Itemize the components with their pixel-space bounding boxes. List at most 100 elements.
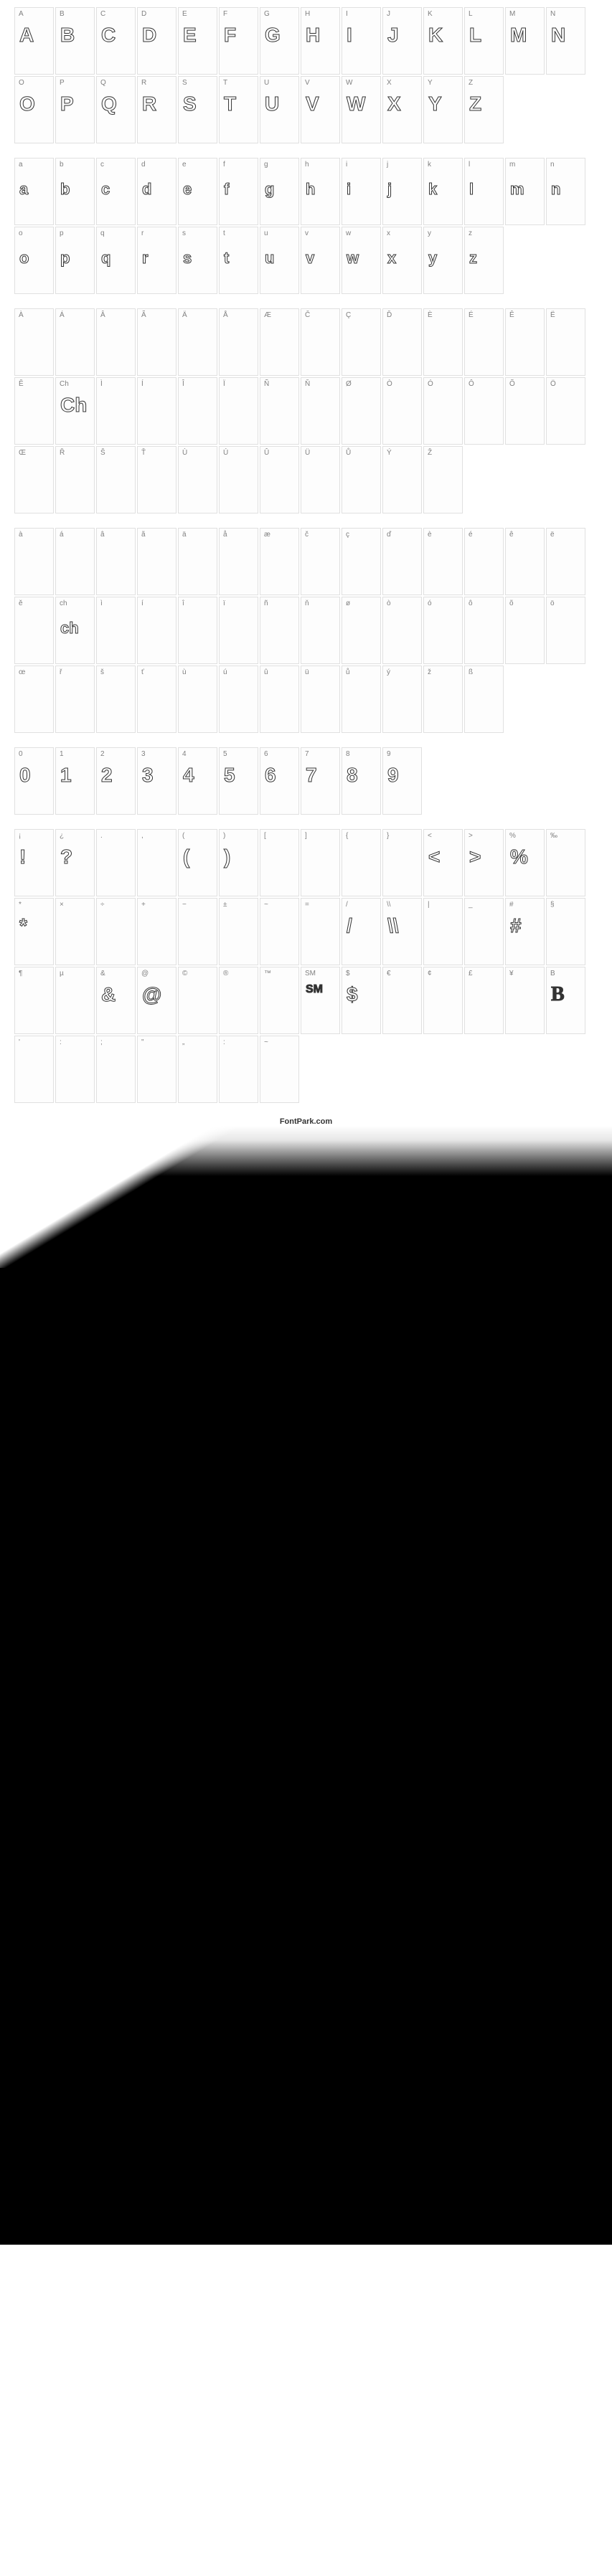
char-cell[interactable]: Â xyxy=(96,308,136,376)
char-cell[interactable]: © xyxy=(178,967,217,1034)
char-cell[interactable]: ù xyxy=(178,666,217,733)
char-cell[interactable]: hh xyxy=(301,158,340,225)
char-cell[interactable]: Ó xyxy=(423,377,463,445)
char-cell[interactable]: ø xyxy=(342,597,381,664)
char-cell[interactable]: " xyxy=(137,1036,176,1103)
char-cell[interactable]: Ť xyxy=(137,446,176,513)
char-cell[interactable]: ** xyxy=(14,898,54,965)
char-cell[interactable]: Ò xyxy=(382,377,422,445)
char-cell[interactable]: ™ xyxy=(260,967,299,1034)
char-cell[interactable]: { xyxy=(342,829,381,896)
char-cell[interactable]: \\\\ xyxy=(382,898,422,965)
char-cell[interactable]: ii xyxy=(342,158,381,225)
char-cell[interactable]: : xyxy=(219,1036,258,1103)
char-cell[interactable]: æ xyxy=(260,528,299,595)
char-cell[interactable]: § xyxy=(546,898,585,965)
char-cell[interactable]: 00 xyxy=(14,747,54,815)
char-cell[interactable]: 55 xyxy=(219,747,258,815)
char-cell[interactable]: − xyxy=(178,898,217,965)
char-cell[interactable]: œ xyxy=(14,666,54,733)
char-cell[interactable]: PP xyxy=(55,76,95,143)
char-cell[interactable]: JJ xyxy=(382,7,422,75)
char-cell[interactable]: ] xyxy=(301,829,340,896)
char-cell[interactable]: ß xyxy=(464,666,504,733)
char-cell[interactable]: = xyxy=(301,898,340,965)
char-cell[interactable]: BB xyxy=(55,7,95,75)
char-cell[interactable]: YY xyxy=(423,76,463,143)
char-cell[interactable]: KK xyxy=(423,7,463,75)
char-cell[interactable]: ~ xyxy=(260,1036,299,1103)
char-cell[interactable]: Œ xyxy=(14,446,54,513)
char-cell[interactable]: ¢ xyxy=(423,967,463,1034)
char-cell[interactable]: ď xyxy=(382,528,422,595)
char-cell[interactable]: yy xyxy=(423,227,463,294)
char-cell[interactable]: 11 xyxy=(55,747,95,815)
char-cell[interactable]: (( xyxy=(178,829,217,896)
char-cell[interactable]: Ô xyxy=(464,377,504,445)
char-cell[interactable]: qq xyxy=(96,227,136,294)
char-cell[interactable]: // xyxy=(342,898,381,965)
char-cell[interactable]: ž xyxy=(423,666,463,733)
char-cell[interactable]: û xyxy=(260,666,299,733)
char-cell[interactable]: ChCh xyxy=(55,377,95,445)
char-cell[interactable]: ## xyxy=(505,898,545,965)
char-cell[interactable]: chch xyxy=(55,597,95,664)
char-cell[interactable]: ü xyxy=(301,666,340,733)
char-cell[interactable]: 99 xyxy=(382,747,422,815)
char-cell[interactable]: Ě xyxy=(14,377,54,445)
char-cell[interactable]: GG xyxy=(260,7,299,75)
char-cell[interactable]: é xyxy=(464,528,504,595)
char-cell[interactable]: Ù xyxy=(178,446,217,513)
char-cell[interactable]: : xyxy=(55,1036,95,1103)
char-cell[interactable]: uu xyxy=(260,227,299,294)
char-cell[interactable]: Ö xyxy=(546,377,585,445)
char-cell[interactable]: À xyxy=(14,308,54,376)
char-cell[interactable]: VV xyxy=(301,76,340,143)
char-cell[interactable]: II xyxy=(342,7,381,75)
char-cell[interactable]: BB xyxy=(546,967,585,1034)
char-cell[interactable]: DD xyxy=(137,7,176,75)
char-cell[interactable]: Ř xyxy=(55,446,95,513)
char-cell[interactable]: ť xyxy=(137,666,176,733)
char-cell[interactable]: CC xyxy=(96,7,136,75)
char-cell[interactable]: Ï xyxy=(219,377,258,445)
char-cell[interactable]: gg xyxy=(260,158,299,225)
char-cell[interactable]: Ü xyxy=(301,446,340,513)
char-cell[interactable]: _ xyxy=(464,898,504,965)
char-cell[interactable]: %% xyxy=(505,829,545,896)
char-cell[interactable]: Ç xyxy=(342,308,381,376)
char-cell[interactable]: É xyxy=(464,308,504,376)
char-cell[interactable]: + xyxy=(137,898,176,965)
char-cell[interactable]: QQ xyxy=(96,76,136,143)
char-cell[interactable]: NN xyxy=(546,7,585,75)
char-cell[interactable]: ý xyxy=(382,666,422,733)
char-cell[interactable]: Ď xyxy=(382,308,422,376)
char-cell[interactable]: rr xyxy=(137,227,176,294)
char-cell[interactable]: Ý xyxy=(382,446,422,513)
char-cell[interactable]: ř xyxy=(55,666,95,733)
char-cell[interactable]: TT xyxy=(219,76,258,143)
char-cell[interactable]: Û xyxy=(260,446,299,513)
char-cell[interactable]: ¶ xyxy=(14,967,54,1034)
char-cell[interactable]: â xyxy=(96,528,136,595)
char-cell[interactable]: Ů xyxy=(342,446,381,513)
char-cell[interactable]: . xyxy=(96,829,136,896)
char-cell[interactable]: ç xyxy=(342,528,381,595)
char-cell[interactable]: ô xyxy=(464,597,504,664)
char-cell[interactable]: ww xyxy=(342,227,381,294)
char-cell[interactable]: Õ xyxy=(505,377,545,445)
char-cell[interactable]: Ì xyxy=(96,377,136,445)
char-cell[interactable]: @@ xyxy=(137,967,176,1034)
char-cell[interactable]: ê xyxy=(505,528,545,595)
char-cell[interactable]: HH xyxy=(301,7,340,75)
char-cell[interactable]: ss xyxy=(178,227,217,294)
char-cell[interactable]: | xyxy=(423,898,463,965)
char-cell[interactable]: á xyxy=(55,528,95,595)
char-cell[interactable]: ¥ xyxy=(505,967,545,1034)
char-cell[interactable]: Á xyxy=(55,308,95,376)
char-cell[interactable]: š xyxy=(96,666,136,733)
char-cell[interactable]: , xyxy=(137,829,176,896)
char-cell[interactable]: Š xyxy=(96,446,136,513)
char-cell[interactable]: Å xyxy=(219,308,258,376)
char-cell[interactable]: í xyxy=(137,597,176,664)
